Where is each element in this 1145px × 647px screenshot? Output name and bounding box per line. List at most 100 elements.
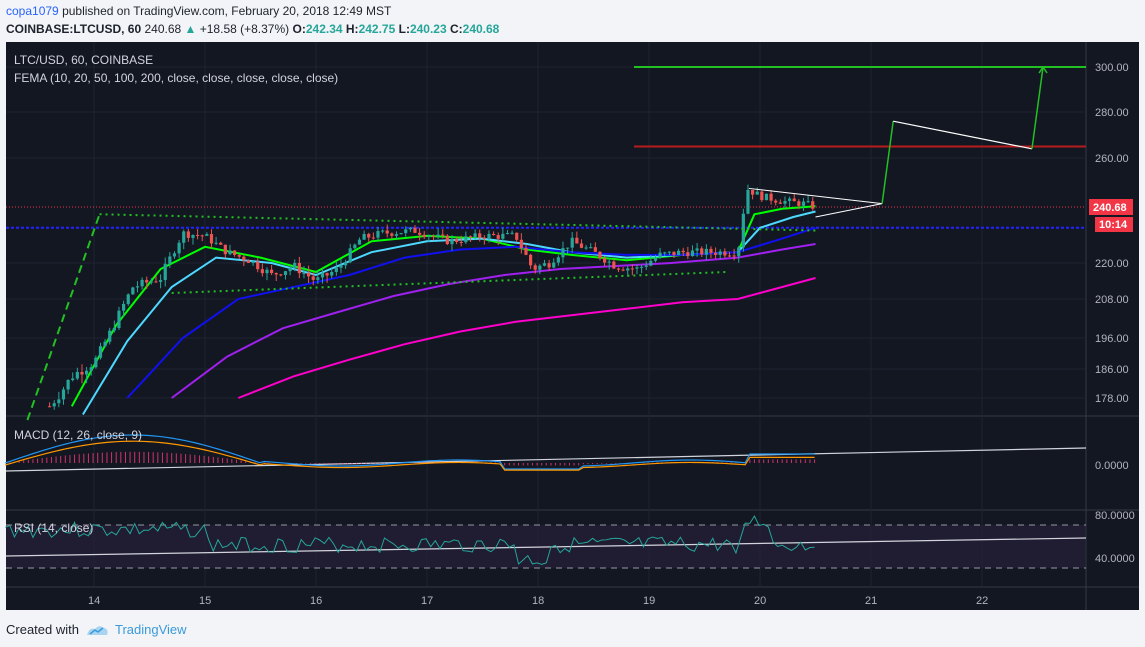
macd-signal-line xyxy=(5,440,815,471)
candle-body xyxy=(751,189,755,195)
candle-body xyxy=(154,281,158,283)
price-tick-label: 208.00 xyxy=(1095,294,1129,306)
candle-body xyxy=(468,236,473,238)
candle-body xyxy=(163,263,167,281)
candle-body xyxy=(441,234,445,236)
close-label: C: xyxy=(449,22,463,36)
candle-body xyxy=(75,371,79,379)
candle-body xyxy=(85,370,89,375)
rsi-trendline xyxy=(5,537,1087,557)
candle-body xyxy=(48,406,52,408)
candle-body xyxy=(686,252,690,257)
candle-body xyxy=(746,189,750,214)
time-tick-label: 15 xyxy=(199,595,211,607)
candle-body xyxy=(394,234,399,236)
candle-body xyxy=(607,261,611,263)
candle-body xyxy=(209,234,214,244)
candle-body xyxy=(330,272,334,276)
candle-body xyxy=(297,262,301,274)
last-price-tag xyxy=(1089,199,1133,215)
candle-body xyxy=(89,367,93,371)
candle-body xyxy=(797,201,801,206)
rsi-axis-tick-low: 40.0000 xyxy=(1095,553,1135,565)
macd-legend[interactable]: MACD (12, 26, close, 9) xyxy=(14,428,142,442)
publish-info: copa1079 published on TradingView.com, F… xyxy=(6,4,391,18)
candle-body xyxy=(764,193,769,201)
candle-body xyxy=(71,378,75,380)
candle-body xyxy=(640,266,644,268)
footer: Created with TradingView xyxy=(6,622,187,637)
change-value: +18.58 (+8.37%) xyxy=(199,22,290,36)
candle-body xyxy=(649,260,653,266)
candle-body xyxy=(233,250,237,255)
candle-body xyxy=(593,247,597,252)
candle-body xyxy=(223,244,227,255)
candle-body xyxy=(94,357,98,368)
candles xyxy=(48,184,815,410)
candle-body xyxy=(482,237,486,239)
rsi-legend[interactable]: RSI (14, close) xyxy=(14,521,93,535)
price-tick-label: 260.00 xyxy=(1095,153,1129,165)
candle-body xyxy=(270,269,274,274)
author-link[interactable]: copa1079 xyxy=(6,4,59,18)
price-tick-label: 220.00 xyxy=(1095,258,1129,270)
candle-body xyxy=(418,232,422,235)
rsi-axis-tick-high: 80.0000 xyxy=(1095,510,1135,522)
chart-legend-title[interactable]: LTC/USD, 60, COINBASE xyxy=(14,53,153,67)
candle-body xyxy=(172,253,177,257)
candle-body xyxy=(769,193,773,201)
candle-body xyxy=(616,268,621,270)
candle-body xyxy=(612,261,616,269)
candle-body xyxy=(362,233,366,240)
candle-body xyxy=(357,239,362,245)
candle-body xyxy=(806,201,810,203)
candle-body xyxy=(228,250,232,255)
candle-body xyxy=(487,233,491,239)
candle-body xyxy=(510,232,514,234)
candle-body xyxy=(760,191,764,201)
candle-body xyxy=(408,227,412,230)
candle-body xyxy=(737,247,741,257)
up-arrow-icon: ▲ xyxy=(184,22,197,36)
fema-legend[interactable]: FEMA (10, 20, 50, 100, 200, close, close… xyxy=(14,71,338,85)
candle-body xyxy=(552,262,556,268)
time-tick-label: 21 xyxy=(865,595,877,607)
pennant-bottom-line xyxy=(815,203,883,218)
candle-body xyxy=(288,268,292,272)
macd-line xyxy=(5,434,815,470)
projection-target-line xyxy=(1031,66,1044,149)
candle-body xyxy=(542,263,547,266)
trading-chart[interactable]: 300.00 280.00 260.00 220.00 208.00 196.00 186.… xyxy=(0,0,1145,620)
candle-body xyxy=(260,269,264,274)
candle-body xyxy=(626,268,630,271)
candle-body xyxy=(427,235,431,238)
candle-body xyxy=(242,256,246,261)
candle-body xyxy=(690,250,695,257)
candle-body xyxy=(339,265,343,268)
last-price-tag-text: 240.68 xyxy=(1093,202,1127,214)
candle-body xyxy=(459,241,463,243)
candle-body xyxy=(621,269,625,271)
price-tick-label: 280.00 xyxy=(1095,107,1129,119)
candle-body xyxy=(783,200,787,204)
candle-body xyxy=(792,198,796,202)
tradingview-link[interactable]: TradingView xyxy=(114,622,187,637)
ema-200-line xyxy=(237,277,816,399)
projection-pullback-line xyxy=(893,120,1033,150)
candle-body xyxy=(635,267,639,269)
candle-body xyxy=(630,268,634,270)
candle-body xyxy=(741,213,745,248)
candle-body xyxy=(723,251,727,256)
candle-body xyxy=(279,274,283,276)
candle-body xyxy=(80,371,84,375)
candle-body xyxy=(677,250,681,255)
candle-body xyxy=(325,273,329,276)
time-tick-label: 14 xyxy=(88,595,100,607)
high-label: H: xyxy=(345,22,359,36)
candle-body xyxy=(556,257,560,263)
candle-body xyxy=(103,341,107,347)
trend-drawings[interactable] xyxy=(26,65,1048,421)
candle-body xyxy=(598,251,602,259)
candle-body xyxy=(265,269,269,274)
candle-body xyxy=(126,294,130,304)
